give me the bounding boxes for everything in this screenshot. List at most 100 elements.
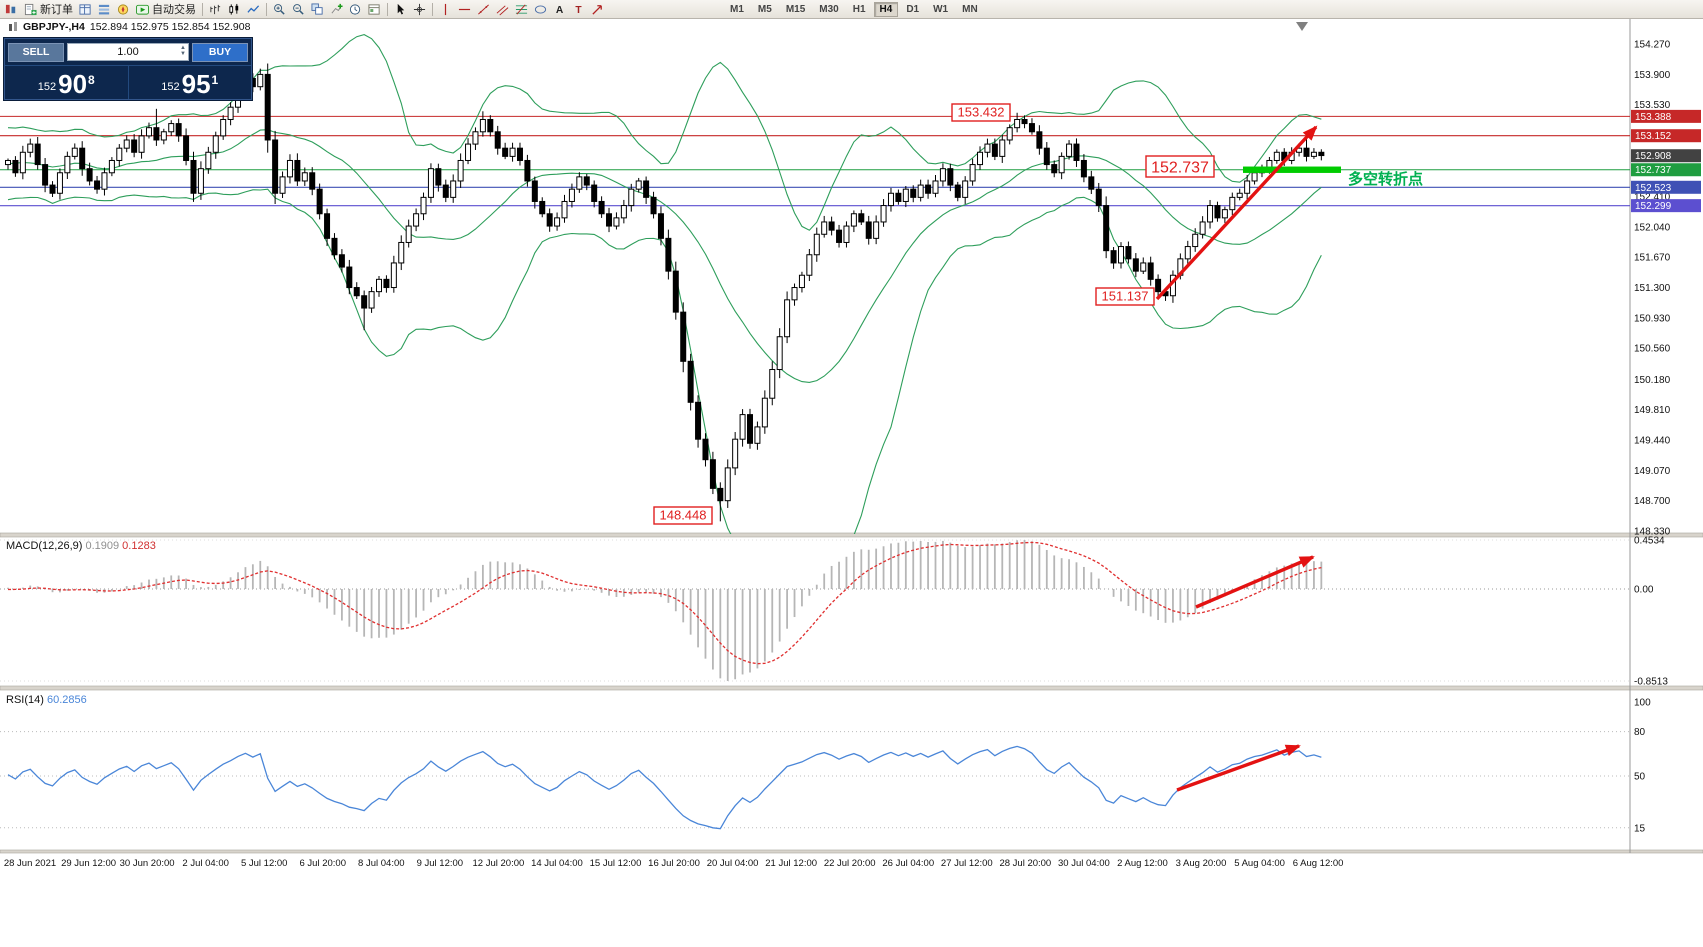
- price-label-annotation[interactable]: 153.432: [951, 103, 1011, 122]
- support-highlight[interactable]: [1243, 166, 1341, 173]
- annotations[interactable]: 153.432 152.737 151.137 148.448 多空转折点: [653, 103, 1423, 792]
- rsi-header: RSI(14) 60.2856: [6, 694, 87, 706]
- sell-button[interactable]: SELL: [8, 42, 64, 62]
- text-label-button[interactable]: T: [570, 1, 587, 17]
- volume-up-icon[interactable]: ▲: [180, 45, 186, 51]
- macd-panel: MACD(12,26,9) 0.1909 0.1283 0.4534 0.00 -0.…: [0, 536, 1668, 688]
- buy-price-prefix: 152: [161, 81, 180, 93]
- horizontal-line-button[interactable]: [456, 1, 473, 17]
- bollinger-bands[interactable]: [7, 34, 1322, 574]
- data-window-button[interactable]: [96, 1, 113, 17]
- templates-button[interactable]: [366, 1, 383, 17]
- new-order-button[interactable]: 新订单: [22, 1, 75, 17]
- svg-text:2 Jul 04:00: 2 Jul 04:00: [182, 858, 228, 869]
- market-watch-icon: [79, 3, 91, 15]
- svg-text:149.810: 149.810: [1634, 405, 1671, 416]
- svg-text:8 Jul 04:00: 8 Jul 04:00: [358, 858, 404, 869]
- svg-text:12 Jul 20:00: 12 Jul 20:00: [473, 858, 525, 869]
- svg-text:152.737: 152.737: [1635, 165, 1672, 176]
- volume-input[interactable]: 1.00 ▲ ▼: [67, 43, 189, 61]
- timeframe-mn-button[interactable]: MN: [962, 3, 978, 15]
- zoom-in-button[interactable]: [271, 1, 288, 17]
- price-label-annotation[interactable]: 151.137: [1095, 287, 1155, 306]
- panel-splitter[interactable]: [0, 532, 1703, 538]
- trend-arrow[interactable]: [1155, 125, 1318, 301]
- candlestick-chart-button[interactable]: [226, 1, 243, 17]
- toolbar-separator: [202, 2, 203, 16]
- chart-mini-icon: [5, 4, 16, 13]
- vertical-line-button[interactable]: [437, 1, 454, 17]
- panel-splitter[interactable]: [0, 849, 1703, 854]
- timeframe-d1-button[interactable]: D1: [906, 3, 920, 15]
- trend-arrow[interactable]: [1195, 555, 1315, 609]
- svg-text:151.300: 151.300: [1634, 283, 1671, 294]
- svg-text:20 Jul 04:00: 20 Jul 04:00: [707, 858, 759, 869]
- zoom-out-button[interactable]: [290, 1, 307, 17]
- rsi-panel: RSI(14) 60.2856 100 80 50 15: [0, 694, 1651, 834]
- svg-text:3 Aug 20:00: 3 Aug 20:00: [1176, 858, 1227, 869]
- text-button[interactable]: A: [551, 1, 568, 17]
- timeframe-group: M1 M5 M15 M30 H1 H4 D1 W1 MN: [723, 1, 985, 17]
- timeframe-w1-button[interactable]: W1: [933, 3, 949, 15]
- indicators-button[interactable]: [328, 1, 345, 17]
- timeframe-h4-button[interactable]: H4: [873, 1, 899, 17]
- candlestick-icon: [229, 3, 239, 15]
- tile-windows-button[interactable]: [309, 1, 326, 17]
- timeframe-m1-button[interactable]: M1: [730, 3, 744, 15]
- equidistant-channel-button[interactable]: [494, 1, 511, 17]
- price-axis[interactable]: 154.270 153.900 153.530 152.410 152.040 151.6…: [1631, 40, 1701, 538]
- periods-button[interactable]: [347, 1, 364, 17]
- svg-text:26 Jul 04:00: 26 Jul 04:00: [882, 858, 934, 869]
- horizontal-line-icon: [458, 8, 471, 10]
- toolbar-separator: [387, 2, 388, 16]
- crosshair-icon: [413, 3, 426, 15]
- text-t-icon: T: [575, 5, 582, 16]
- market-watch-button[interactable]: [77, 1, 94, 17]
- fibonacci-button[interactable]: [513, 1, 530, 17]
- panel-splitter[interactable]: [0, 685, 1703, 691]
- price-label-annotation[interactable]: 148.448: [653, 506, 713, 525]
- sell-price-pip: 8: [88, 73, 95, 87]
- trendline-button[interactable]: [475, 1, 492, 17]
- auto-trading-button[interactable]: 自动交易: [134, 1, 198, 17]
- arrow-ne-icon: [592, 4, 602, 15]
- navigator-button[interactable]: [115, 1, 132, 17]
- timeframe-m5-button[interactable]: M5: [757, 3, 772, 15]
- main-plot[interactable]: [0, 34, 1630, 574]
- volume-down-icon[interactable]: ▼: [180, 51, 186, 57]
- buy-button[interactable]: BUY: [192, 42, 248, 62]
- svg-text:152.737: 152.737: [1151, 160, 1209, 177]
- timeframe-m15-button[interactable]: M15: [785, 3, 806, 15]
- volume-stepper[interactable]: ▲ ▼: [180, 45, 186, 57]
- sell-price[interactable]: 152 90 8: [5, 66, 128, 99]
- chart-shift-marker[interactable]: [1296, 22, 1308, 31]
- turning-point-note[interactable]: 多空转折点: [1348, 170, 1423, 188]
- svg-text:153.530: 153.530: [1634, 100, 1671, 111]
- svg-text:0.00: 0.00: [1634, 585, 1654, 596]
- arrows-button[interactable]: [589, 1, 606, 17]
- volume-value: 1.00: [117, 46, 139, 58]
- horizontal-level-lines[interactable]: [0, 115, 1630, 207]
- chart-window-button[interactable]: [3, 1, 20, 17]
- time-axis[interactable]: 28 Jun 2021 29 Jun 12:00 30 Jun 20:00 2 Jul…: [4, 858, 1344, 869]
- buy-price[interactable]: 152 95 1: [127, 66, 252, 99]
- svg-text:150.180: 150.180: [1634, 375, 1671, 386]
- line-chart-button[interactable]: [245, 1, 262, 17]
- svg-text:22 Jul 20:00: 22 Jul 20:00: [824, 858, 876, 869]
- svg-text:0.4534: 0.4534: [1634, 536, 1665, 547]
- svg-text:6 Aug 12:00: 6 Aug 12:00: [1293, 858, 1344, 869]
- bar-chart-button[interactable]: [207, 1, 224, 17]
- timeframe-m30-button[interactable]: M30: [819, 3, 839, 15]
- toolbar-separator: [432, 2, 433, 16]
- svg-text:15: 15: [1634, 823, 1646, 834]
- auto-trading-icon: [136, 4, 149, 15]
- timeframe-h1-button[interactable]: H1: [852, 3, 866, 15]
- sell-price-prefix: 152: [37, 81, 57, 93]
- cursor-button[interactable]: [392, 1, 409, 17]
- price-label-annotation[interactable]: 152.737: [1145, 155, 1215, 178]
- shapes-button[interactable]: [532, 1, 549, 17]
- crosshair-button[interactable]: [411, 1, 428, 17]
- trend-arrow[interactable]: [1176, 744, 1301, 792]
- svg-text:150.930: 150.930: [1634, 313, 1671, 324]
